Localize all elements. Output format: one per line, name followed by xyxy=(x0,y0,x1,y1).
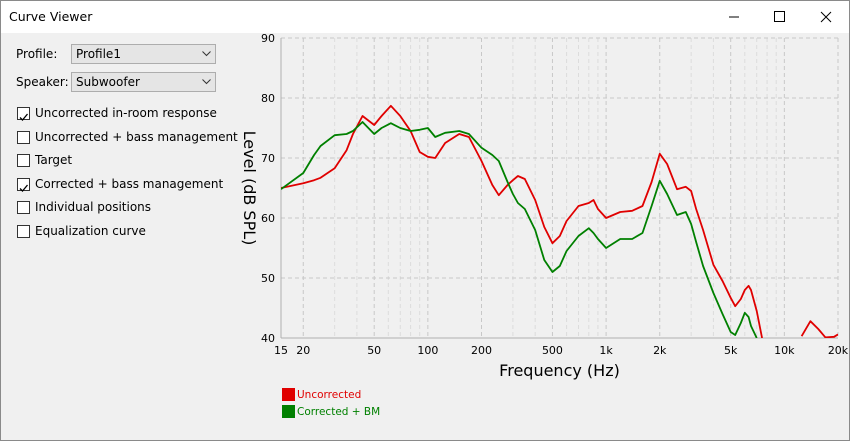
legend-swatch xyxy=(282,405,295,418)
x-axis-label: Frequency (Hz) xyxy=(499,361,620,380)
series-line xyxy=(281,104,838,338)
x-tick-label: 500 xyxy=(542,344,563,357)
window-title: Curve Viewer xyxy=(9,9,93,24)
dropdown-arrow xyxy=(202,51,211,57)
y-tick-label: 90 xyxy=(261,32,275,45)
y-tick-label: 50 xyxy=(261,272,275,285)
checkbox-box xyxy=(17,225,30,238)
checkbox-box xyxy=(17,131,30,144)
speaker-label: Speaker: xyxy=(16,75,69,89)
checkbox-label: Individual positions xyxy=(35,200,152,214)
legend-swatch xyxy=(282,388,295,401)
x-tick-label: 20 xyxy=(296,344,310,357)
speaker-select[interactable]: Subwoofer xyxy=(71,72,216,92)
x-tick-label: 15 xyxy=(274,344,288,357)
x-tick-label: 20k xyxy=(828,344,849,357)
close-button[interactable] xyxy=(803,1,849,33)
legend-label: Uncorrected xyxy=(297,389,361,401)
x-tick-label: 2k xyxy=(653,344,667,357)
series-line xyxy=(281,121,758,338)
y-axis-label: Level (dB SPL) xyxy=(240,131,259,246)
checkbox-label: Corrected + bass management xyxy=(35,177,224,191)
speaker-value: Subwoofer xyxy=(76,75,140,89)
y-tick-label: 80 xyxy=(261,92,275,105)
legend-label: Corrected + BM xyxy=(297,406,380,418)
y-tick-label: 40 xyxy=(261,332,275,345)
profile-select[interactable]: Profile1 xyxy=(71,44,216,64)
check-mark xyxy=(19,184,28,192)
x-tick-label: 10k xyxy=(774,344,795,357)
checkbox-label: Uncorrected + bass management xyxy=(35,130,238,144)
dropdown-arrow xyxy=(202,79,211,85)
checkbox-label: Target xyxy=(35,153,73,167)
title-bar: Curve Viewer xyxy=(1,1,849,33)
profile-value: Profile1 xyxy=(76,47,121,61)
x-tick-label: 200 xyxy=(471,344,492,357)
y-tick-label: 60 xyxy=(261,212,275,225)
checkbox-box xyxy=(17,201,30,214)
check-mark xyxy=(19,113,28,121)
checkbox-label: Equalization curve xyxy=(35,224,146,238)
x-tick-label: 1k xyxy=(599,344,613,357)
checkbox-box xyxy=(17,154,30,167)
x-tick-label: 5k xyxy=(724,344,738,357)
profile-label: Profile: xyxy=(16,47,58,61)
minimize-button[interactable] xyxy=(711,1,757,33)
x-tick-label: 100 xyxy=(417,344,438,357)
checkbox-label: Uncorrected in-room response xyxy=(35,106,217,120)
checkbox-box xyxy=(17,178,30,192)
x-tick-label: 50 xyxy=(367,344,381,357)
checkbox-box xyxy=(17,107,30,121)
y-tick-label: 70 xyxy=(261,152,275,165)
maximize-button[interactable] xyxy=(757,1,803,33)
